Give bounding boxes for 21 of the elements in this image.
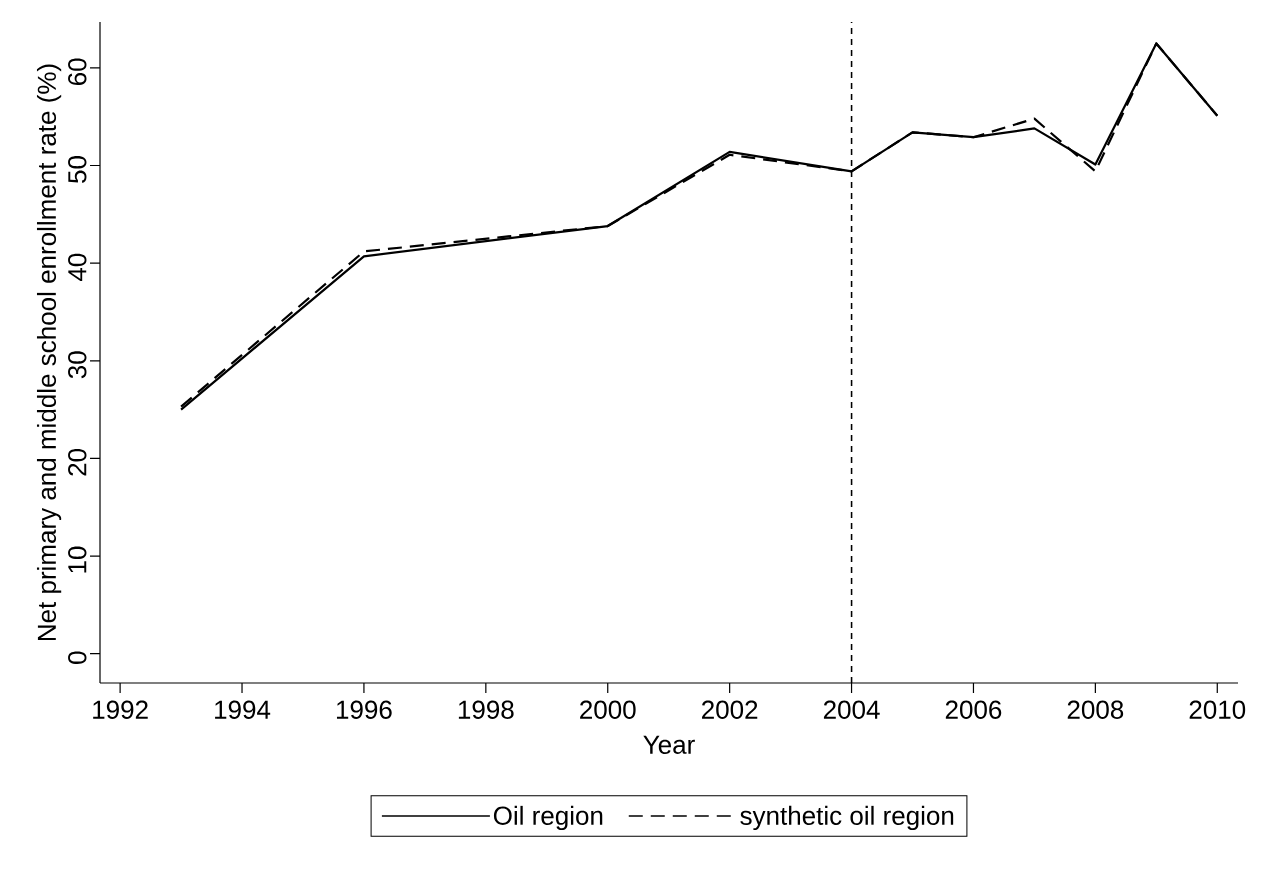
x-tick-label: 1996 <box>336 700 392 719</box>
y-tick-label: 60 <box>68 58 87 86</box>
y-tick-label: 20 <box>68 448 87 476</box>
y-tick-label: 30 <box>68 351 87 379</box>
y-tick-label: 0 <box>68 651 87 664</box>
legend-label: Oil region <box>493 805 603 831</box>
x-tick-label: 2002 <box>702 700 758 719</box>
y-axis-title: Net primary and middle school enrollment rate (%) <box>36 64 62 641</box>
x-tick-label: 2004 <box>823 700 880 719</box>
legend-label: synthetic oil region <box>740 805 954 831</box>
y-tick-label: 40 <box>68 253 87 282</box>
x-tick-label: 1992 <box>93 700 148 719</box>
x-tick-label: 1998 <box>458 700 514 719</box>
x-tick-label: 2006 <box>945 700 1002 719</box>
x-tick-label: 1994 <box>215 700 271 719</box>
x-axis-title: Year <box>643 735 695 754</box>
x-tick-label: 2008 <box>1067 700 1124 719</box>
x-tick-label: 2010 <box>1189 700 1246 719</box>
y-tick-label: 50 <box>68 156 87 183</box>
y-tick-label: 10 <box>68 546 87 573</box>
x-tick-label: 2000 <box>580 700 636 719</box>
